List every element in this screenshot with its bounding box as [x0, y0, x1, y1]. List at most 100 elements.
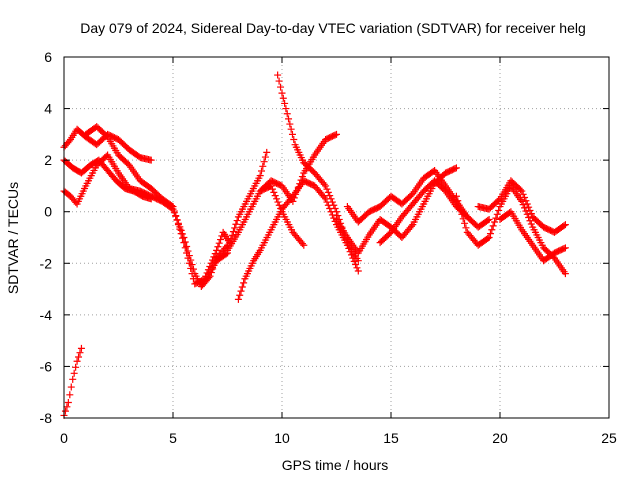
data-point-marker: [333, 130, 340, 138]
data-point-marker: [275, 201, 283, 209]
data-point-marker: [185, 259, 193, 267]
data-point-marker: [485, 234, 493, 241]
data-point-marker: [231, 224, 239, 232]
data-point-marker: [296, 180, 304, 188]
data-point-marker: [214, 243, 222, 251]
data-point-marker: [188, 270, 196, 278]
data-point-marker: [561, 270, 569, 278]
data-point-marker: [176, 225, 184, 233]
data-point-marker: [189, 275, 197, 283]
plot-frame: [63, 56, 610, 419]
data-point-marker: [274, 71, 282, 79]
data-point-marker: [259, 162, 267, 170]
data-point-marker: [260, 158, 268, 166]
data-point-marker: [184, 254, 192, 262]
data-point-marker: [69, 375, 77, 383]
data-point-marker: [354, 257, 362, 265]
data-point-marker: [174, 221, 182, 229]
data-point-marker: [324, 188, 332, 196]
data-point-marker: [328, 198, 336, 206]
y-tick-label: 4: [44, 101, 52, 117]
y-tick-label: 6: [44, 49, 52, 65]
data-point-marker: [485, 215, 493, 223]
data-point-marker: [516, 186, 524, 194]
x-tick-label: 10: [274, 430, 290, 446]
data-point-marker: [70, 369, 78, 377]
data-point-marker: [527, 210, 535, 218]
data-point-marker: [61, 407, 69, 415]
data-point-marker: [297, 176, 305, 184]
data-point-marker: [455, 201, 463, 209]
data-point-marker: [209, 256, 217, 264]
data-point-marker: [521, 204, 529, 212]
data-point-marker: [277, 204, 285, 212]
data-point-marker: [233, 217, 241, 225]
series-arc-1: [60, 344, 85, 419]
data-point-marker: [525, 203, 533, 211]
data-point-marker: [234, 295, 242, 303]
series-arc-8: [224, 130, 340, 254]
data-point-marker: [298, 173, 306, 181]
data-point-marker: [288, 130, 296, 138]
data-point-marker: [293, 187, 301, 195]
y-tick-label: -6: [40, 358, 53, 374]
data-point-marker: [202, 272, 210, 280]
series-arc-15: [474, 177, 569, 236]
tick-layer: 0 5 10 15 20 25 -8 -6 -4 -2 0 2 4 6: [40, 49, 617, 446]
data-point-marker: [290, 194, 298, 202]
y-tick-label: -2: [40, 255, 53, 271]
series-arc-12: [343, 166, 471, 226]
data-point-marker: [207, 259, 215, 267]
data-point-marker: [495, 196, 503, 204]
data-point-marker: [326, 192, 334, 200]
data-point-marker: [215, 239, 223, 247]
series-arc-9: [256, 182, 308, 249]
data-point-marker: [526, 217, 534, 225]
data-point-marker: [289, 197, 297, 205]
data-point-marker: [454, 197, 462, 205]
data-point-marker: [283, 110, 291, 118]
data-point-marker: [331, 131, 339, 139]
x-tick-label: 5: [169, 430, 177, 446]
data-point-marker: [76, 349, 84, 357]
data-point-marker: [298, 240, 306, 248]
y-tick-label: 0: [44, 204, 52, 220]
data-point-marker: [187, 264, 195, 272]
data-point-marker: [294, 183, 302, 191]
data-point-marker: [353, 264, 361, 272]
data-point-marker: [236, 291, 244, 299]
data-point-marker: [147, 156, 155, 164]
data-point-marker: [352, 261, 360, 269]
data-point-marker: [258, 167, 266, 175]
data-layer: [60, 71, 569, 419]
data-point-marker: [168, 202, 176, 210]
data-point-marker: [267, 182, 275, 190]
x-tick-label: 25: [601, 430, 617, 446]
data-point-marker: [179, 234, 187, 242]
x-tick-label: 15: [383, 430, 399, 446]
data-point-marker: [495, 206, 503, 214]
data-point-marker: [63, 403, 71, 411]
data-point-marker: [183, 249, 191, 257]
series-arc-13: [376, 177, 493, 247]
data-point-marker: [561, 221, 569, 229]
data-point-marker: [210, 253, 218, 261]
data-point-marker: [271, 192, 279, 200]
data-point-marker: [261, 153, 269, 161]
data-point-marker: [493, 210, 501, 218]
data-point-marker: [523, 210, 531, 218]
x-axis-label: GPS time / hours: [282, 457, 389, 473]
data-point-marker: [206, 263, 214, 271]
data-point-marker: [461, 219, 469, 227]
data-point-marker: [328, 211, 336, 219]
data-point-marker: [519, 201, 527, 209]
data-point-marker: [327, 195, 335, 203]
data-point-marker: [268, 185, 276, 193]
data-point-marker: [320, 180, 328, 188]
data-point-marker: [65, 137, 73, 145]
data-point-marker: [203, 269, 211, 277]
data-point-marker: [285, 115, 293, 123]
y-tick-label: -4: [40, 307, 53, 323]
data-point-marker: [228, 231, 236, 239]
x-tick-label: 20: [492, 430, 508, 446]
